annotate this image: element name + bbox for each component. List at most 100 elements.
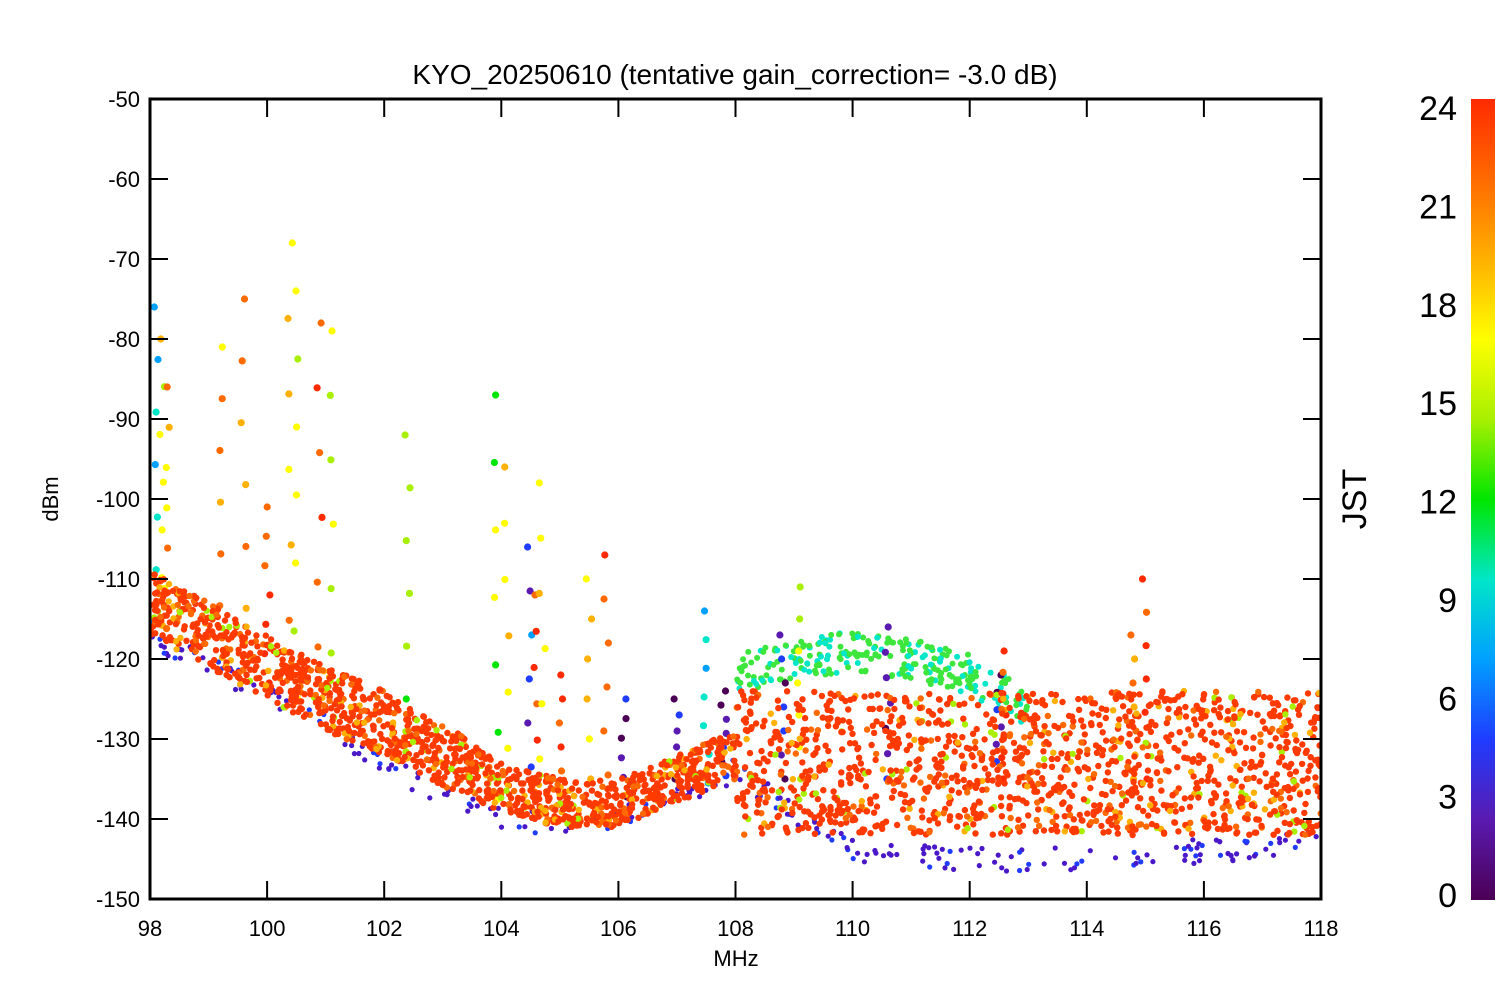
scatter-point-260 <box>850 856 856 862</box>
scatter-point-42 <box>997 684 1004 691</box>
scatter-point-406 <box>1263 846 1269 852</box>
scatter-point-338 <box>920 858 926 864</box>
scatter-point-435 <box>864 851 870 858</box>
scatter-point-126 <box>827 636 834 643</box>
scatter-point-157 <box>827 670 834 677</box>
scatter-point-203 <box>836 631 842 638</box>
scatter-point-354 <box>470 796 476 802</box>
scatter-point-437 <box>356 750 362 757</box>
y-tick-label: -50 <box>108 87 140 112</box>
scatter-point-168 <box>767 676 774 683</box>
scatter-point-302 <box>1277 840 1283 846</box>
scatter-point-234 <box>937 646 943 653</box>
scatter-point-236 <box>949 683 956 690</box>
spike-11 <box>490 391 502 804</box>
scatter-point-483 <box>888 852 894 858</box>
scatter-point-457 <box>1251 853 1258 859</box>
scatter-point-382 <box>204 667 210 673</box>
scatter-point-412 <box>1292 844 1298 851</box>
scatter-point-347 <box>765 781 771 787</box>
scatter-point-310 <box>1296 838 1302 844</box>
scatter-point-453 <box>1068 867 1074 873</box>
colorbar-tick-label: 24 <box>1419 90 1457 128</box>
scatter-point-484 <box>927 864 933 870</box>
scatter-point-281 <box>1197 852 1203 858</box>
colorbar-label: JST <box>1336 469 1374 529</box>
scatter-point-363 <box>844 845 850 851</box>
scatter-point-333 <box>1182 852 1188 858</box>
scatter-point-178 <box>923 669 930 676</box>
scatter-point-452 <box>1017 849 1023 855</box>
scatter-point-438 <box>283 698 290 704</box>
scatter-point-330 <box>1185 843 1191 849</box>
spike-18 <box>600 551 613 823</box>
colorbar-tick-label: 18 <box>1419 287 1457 325</box>
y-axis: -50 -60 -70 -80 -90 -100 -110 -120 -130 -140 -150 <box>96 87 1321 912</box>
scatter-point-425 <box>415 775 421 781</box>
scatter-point-210 <box>954 653 961 660</box>
scatter-point-367 <box>849 837 856 844</box>
scatter-point-339 <box>1008 854 1014 860</box>
scatter-point-11 <box>946 671 953 678</box>
scatter-point-199 <box>885 635 892 642</box>
scatter-point-301 <box>563 828 569 834</box>
spike-12 <box>501 463 513 809</box>
scatter-point-318 <box>251 682 257 688</box>
scatter-point-110 <box>782 642 789 649</box>
x-axis-label: MHz <box>713 946 758 971</box>
scatter-point-396 <box>944 860 950 867</box>
scatter-point-317 <box>855 850 861 856</box>
scatter-layer <box>150 239 1321 874</box>
scatter-point-137 <box>806 642 813 649</box>
scatter-point-111 <box>818 634 825 640</box>
scatter-point-431 <box>498 824 505 830</box>
scatter-point-485 <box>386 766 392 772</box>
scatter-point-48 <box>788 654 795 660</box>
x-tick-label: 102 <box>366 916 403 941</box>
spike-4 <box>237 295 250 674</box>
spike-8 <box>313 319 326 716</box>
scatter-point-306 <box>880 853 887 859</box>
scatter-point-244 <box>734 676 741 683</box>
scatter-point-59 <box>965 651 971 658</box>
scatter-point-271 <box>814 825 820 832</box>
scatter-point-273 <box>403 763 409 769</box>
scatter-point-411 <box>441 791 448 797</box>
scatter-point-218 <box>973 673 980 680</box>
scatter-point-155 <box>746 681 753 688</box>
scatter-point-322 <box>958 847 964 853</box>
scatter-point-266 <box>1087 848 1093 854</box>
scatter-point-451 <box>838 830 844 837</box>
scatter-point-145 <box>745 648 752 655</box>
scatter-point-283 <box>474 803 480 809</box>
scatter-point-263 <box>522 824 528 830</box>
scatter-point-472 <box>829 837 835 843</box>
y-tick-label: -130 <box>96 727 140 752</box>
scatter-point-486 <box>1112 855 1119 861</box>
y-tick-label: -60 <box>108 167 140 192</box>
scatter-point-187 <box>748 659 755 666</box>
scatter-point-487 <box>179 647 185 653</box>
scatter-point-336 <box>1074 861 1080 867</box>
scatter-point-400 <box>1217 852 1224 858</box>
spike-9 <box>326 327 338 722</box>
scatter-point-277 <box>1190 837 1196 843</box>
scatter-point-258 <box>822 640 829 646</box>
colorbar-tick-label: 0 <box>1438 877 1457 915</box>
scatter-point-365 <box>493 811 499 818</box>
y-tick-label: -120 <box>96 647 140 672</box>
scatter-point-385 <box>934 850 940 856</box>
y-tick-label: -100 <box>96 487 140 512</box>
scatter-point-225 <box>774 647 781 654</box>
y-tick-label: -140 <box>96 807 140 832</box>
scatter-point-62 <box>806 652 813 659</box>
y-axis-label: dBm <box>38 476 63 521</box>
scatter-point-251 <box>837 656 844 663</box>
scatter-point-460 <box>1193 853 1199 859</box>
scatter-point-355 <box>276 694 282 700</box>
scatter-point-344 <box>1079 858 1085 864</box>
scatter-point-414 <box>389 762 395 768</box>
x-tick-label: 118 <box>1303 916 1338 941</box>
